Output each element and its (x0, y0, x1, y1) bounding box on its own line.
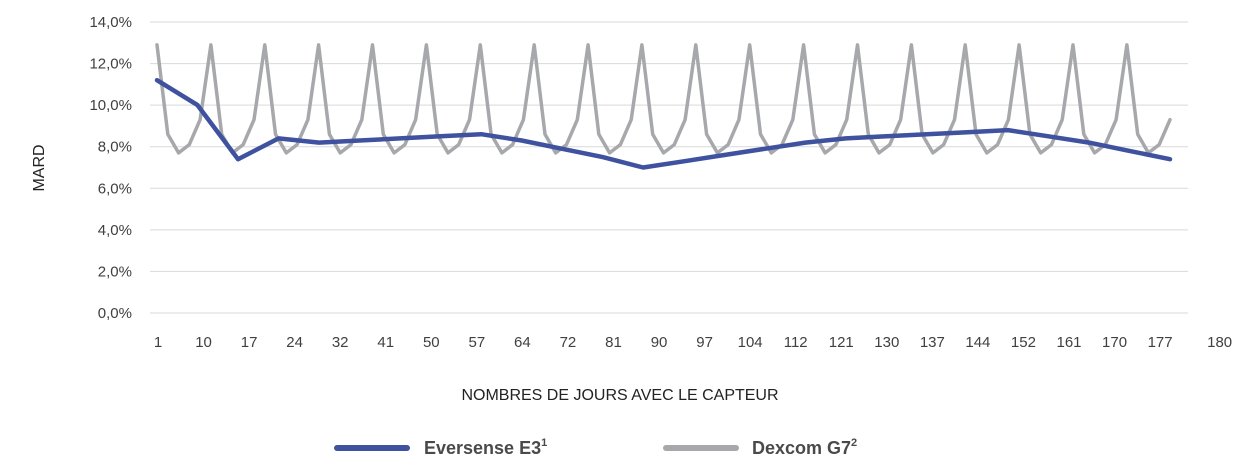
x-tick-label: 97 (696, 334, 713, 351)
x-tick-label: 57 (469, 334, 486, 351)
x-tick-label: 32 (332, 334, 349, 351)
legend-label: Eversense E31 (424, 437, 547, 458)
gridlines (150, 21, 1188, 314)
y-tick-label: 8,0% (98, 139, 132, 156)
y-axis-tick-labels: 0,0% 2,0% 4,0% 6,0% 8,0% 10,0% 12,0% 14,0% (89, 14, 132, 322)
x-tick-label: 104 (738, 334, 763, 351)
legend-item-dexcom-g7: Dexcom G72 (663, 437, 857, 458)
x-tick-label: 50 (423, 334, 440, 351)
y-tick-label: 6,0% (98, 180, 132, 197)
legend-label: Dexcom G72 (752, 437, 857, 458)
x-tick-label: 177 (1148, 334, 1173, 351)
x-tick-label: 24 (286, 334, 303, 351)
x-tick-label: 144 (965, 334, 990, 351)
y-tick-label: 10,0% (89, 97, 132, 114)
series-lines (154, 43, 1173, 170)
x-tick-label: 41 (377, 334, 394, 351)
y-axis-title: MARD (31, 144, 48, 191)
x-tick-label: 130 (874, 334, 899, 351)
x-tick-label: 64 (514, 334, 531, 351)
x-tick-label: 180 (1207, 334, 1232, 351)
series-line-dexcom-g7 (155, 43, 1172, 155)
x-tick-label: 152 (1011, 334, 1036, 351)
y-tick-label: 12,0% (89, 56, 132, 73)
x-tick-label: 10 (195, 334, 212, 351)
x-tick-label: 81 (605, 334, 622, 351)
x-axis-title: NOMBRES DE JOURS AVEC LE CAPTEUR (461, 387, 778, 404)
x-axis-tick-labels: 1 10 17 24 32 41 50 57 64 72 81 90 97 104 112 121 130 137… (154, 334, 1232, 351)
x-tick-label: 90 (651, 334, 668, 351)
series-line-eversense-e3 (154, 77, 1173, 170)
x-tick-label: 17 (241, 334, 258, 351)
x-tick-label: 112 (784, 334, 808, 351)
x-tick-label: 137 (920, 334, 945, 351)
y-tick-label: 0,0% (98, 305, 132, 322)
x-tick-label: 161 (1056, 334, 1081, 351)
x-tick-label: 72 (560, 334, 577, 351)
x-tick-label: 170 (1102, 334, 1127, 351)
legend: Eversense E31 Dexcom G72 (334, 437, 857, 458)
y-tick-label: 4,0% (98, 222, 132, 239)
x-tick-label: 1 (154, 334, 162, 351)
x-tick-label: 121 (829, 334, 854, 351)
y-tick-label: 14,0% (89, 14, 132, 31)
legend-item-eversense-e3: Eversense E31 (334, 437, 547, 458)
y-tick-label: 2,0% (98, 263, 132, 280)
